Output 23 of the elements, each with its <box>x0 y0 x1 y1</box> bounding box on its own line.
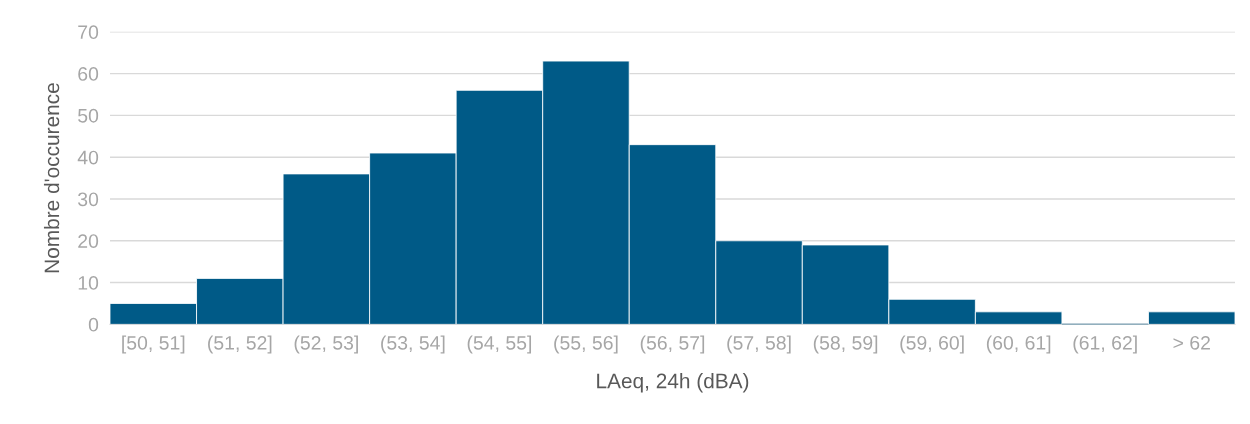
y-axis-title: Nombre d'occurence <box>43 83 60 273</box>
y-tick-label: 10 <box>78 276 99 290</box>
x-axis-title: LAeq, 24h (dBA) <box>597 373 749 393</box>
x-tick-label: [50, 51] <box>122 335 185 354</box>
x-tick-label: (55, 56] <box>554 335 618 354</box>
x-tick-label: (57, 58] <box>727 335 791 354</box>
x-tick-label: (59, 60] <box>900 335 964 354</box>
y-tick-label: 20 <box>78 234 99 249</box>
x-tick-label: (56, 57] <box>640 335 705 354</box>
y-tick-label: 30 <box>78 192 99 207</box>
x-tick-label: > 62 <box>1173 335 1210 350</box>
y-tick-label: 60 <box>78 67 99 81</box>
y-tick-label: 40 <box>77 150 99 165</box>
y-tick-label: 50 <box>78 108 99 123</box>
x-tick-label: (53, 54] <box>381 335 445 354</box>
x-tick-label: (54, 55] <box>467 335 532 354</box>
x-tick-label: (52, 53] <box>294 335 358 354</box>
x-tick-label: (51, 52] <box>208 335 272 354</box>
x-tick-label: (60, 61] <box>986 335 1051 354</box>
x-tick-label: (58, 59] <box>813 335 878 354</box>
x-tick-label: (61, 62] <box>1073 335 1137 354</box>
y-tick-label: 0 <box>88 317 99 332</box>
y-tick-label: 70 <box>78 25 99 40</box>
